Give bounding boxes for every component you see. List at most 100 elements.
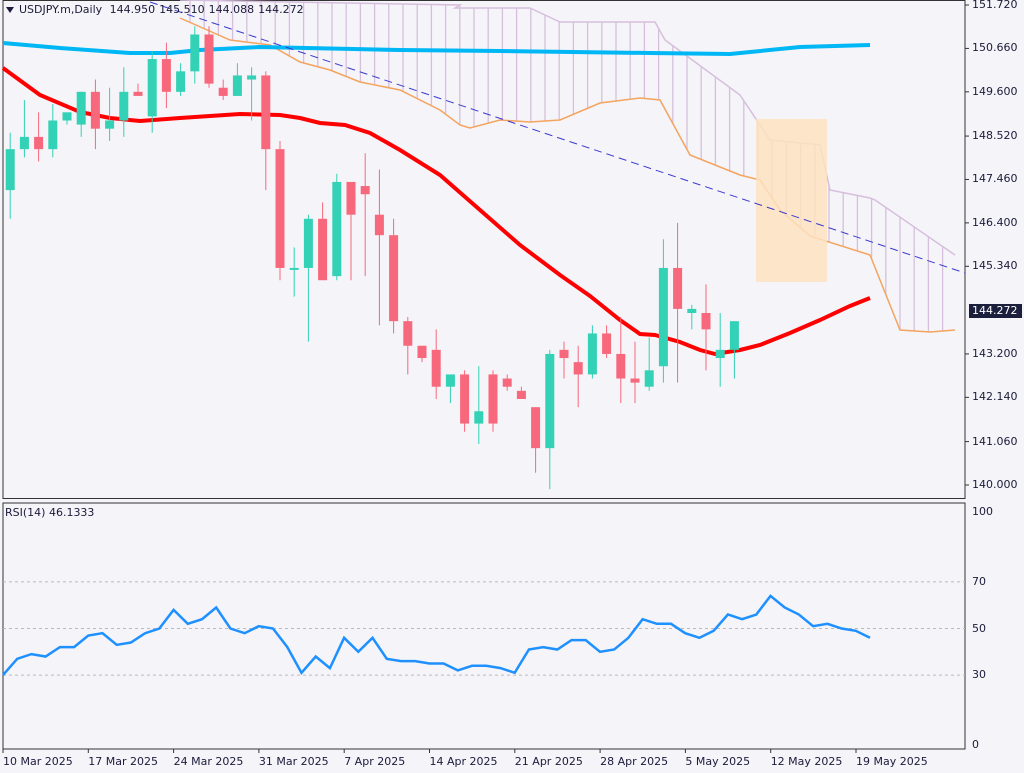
- candle: [445, 374, 455, 404]
- current-price-tag: 144.272: [969, 304, 1022, 318]
- price-tick-label: 146.400: [972, 215, 1018, 229]
- candle: [602, 325, 612, 359]
- rsi-tick-label: 70: [972, 574, 986, 588]
- cloud-upper-line: [179, 0, 956, 256]
- candle: [360, 153, 370, 277]
- price-tick-label: 140.000: [972, 478, 1018, 491]
- candle: [133, 83, 143, 96]
- candle: [417, 345, 427, 363]
- candle: [573, 345, 583, 408]
- candle: [204, 26, 214, 88]
- candle: [516, 386, 526, 399]
- rsi-tick-label: 0: [972, 738, 979, 751]
- candle: [332, 173, 342, 281]
- date-tick-label: 21 Apr 2025: [514, 755, 583, 768]
- candle: [687, 304, 697, 330]
- candle: [34, 112, 44, 162]
- candle: [5, 132, 15, 219]
- collapse-triangle-icon[interactable]: [6, 7, 14, 13]
- candle: [289, 247, 299, 297]
- date-tick-label: 10 Mar 2025: [3, 755, 73, 768]
- date-tick-label: 28 Apr 2025: [600, 755, 669, 768]
- cloud-lower-line: [179, 17, 956, 333]
- candle: [374, 169, 384, 326]
- candle: [346, 181, 356, 281]
- candle: [318, 202, 328, 281]
- price-tick-label: 141.060: [972, 434, 1018, 448]
- symbol-label: USDJPY.m,Daily: [19, 3, 103, 16]
- candle: [474, 366, 484, 445]
- candle: [105, 87, 115, 141]
- downtrend-line: [149, 1, 966, 274]
- date-tick-label: 5 May 2025: [685, 755, 751, 768]
- price-tick-label: 145.340: [972, 259, 1018, 273]
- candle: [303, 214, 313, 342]
- price-tick-label: 151.720: [972, 0, 1018, 11]
- date-tick-label: 12 May 2025: [770, 755, 843, 768]
- rsi-label: RSI(14) 46.1333: [5, 506, 95, 519]
- date-tick-label: 19 May 2025: [856, 755, 928, 768]
- low-price: 144.088: [208, 3, 255, 16]
- candle: [76, 91, 86, 137]
- candle: [630, 341, 640, 404]
- price-tick-label: 147.460: [972, 172, 1018, 186]
- candle: [729, 321, 739, 379]
- date-tick-label: 17 Mar 2025: [88, 755, 159, 768]
- candle: [460, 370, 470, 432]
- candle: [90, 79, 100, 150]
- candle: [48, 104, 58, 158]
- candles: [5, 26, 739, 490]
- candle: [19, 100, 29, 158]
- candle: [218, 79, 228, 101]
- candle: [176, 63, 186, 96]
- chart-header: USDJPY.m,Daily 144.950 145.510 144.088 144.…: [6, 3, 308, 16]
- rsi-tick-label: 30: [972, 668, 986, 682]
- main-pane-frame: [2, 0, 966, 499]
- price-tick-label: 148.520: [972, 129, 1018, 143]
- open-price: 144.950: [109, 3, 156, 16]
- date-tick-label: 31 Mar 2025: [258, 755, 329, 768]
- close-price: 144.272: [258, 3, 304, 16]
- candle: [658, 239, 668, 383]
- candle: [275, 140, 285, 281]
- rsi-tick-label: 50: [972, 621, 986, 635]
- candle: [232, 63, 242, 96]
- short-ma-line: [1, 66, 871, 357]
- date-tick-label: 24 Mar 2025: [173, 755, 244, 768]
- candle: [587, 325, 597, 379]
- candle: [502, 374, 512, 391]
- candle: [147, 50, 157, 133]
- candle: [119, 67, 129, 137]
- candle: [616, 317, 626, 404]
- candle: [545, 349, 555, 490]
- price-tick-label: 150.660: [972, 41, 1018, 55]
- date-tick-label: 14 Apr 2025: [429, 755, 498, 768]
- candle: [701, 284, 711, 371]
- price-tick-label: 143.200: [972, 346, 1018, 360]
- candle: [715, 312, 725, 387]
- candle: [261, 71, 271, 191]
- rsi-tick-label: 100: [972, 505, 993, 518]
- candle: [389, 218, 399, 334]
- price-tick-label: 142.140: [972, 390, 1018, 404]
- candle: [644, 337, 654, 391]
- candle: [247, 67, 257, 121]
- price-tick-label: 149.600: [972, 84, 1018, 98]
- rsi-pane-frame: [2, 502, 966, 750]
- candle: [431, 329, 441, 399]
- candle: [488, 370, 498, 432]
- long-ma-line: [2, 41, 871, 57]
- candle: [161, 42, 171, 109]
- candle: [190, 26, 200, 84]
- candle: [403, 317, 413, 375]
- candle: [559, 341, 569, 379]
- candle: [531, 407, 541, 473]
- date-tick-label: 7 Apr 2025: [344, 755, 406, 768]
- rsi-line: [2, 594, 871, 676]
- candle: [62, 112, 72, 125]
- high-price: 145.510: [159, 3, 205, 16]
- candle: [673, 222, 683, 383]
- highlight-box: [756, 119, 827, 282]
